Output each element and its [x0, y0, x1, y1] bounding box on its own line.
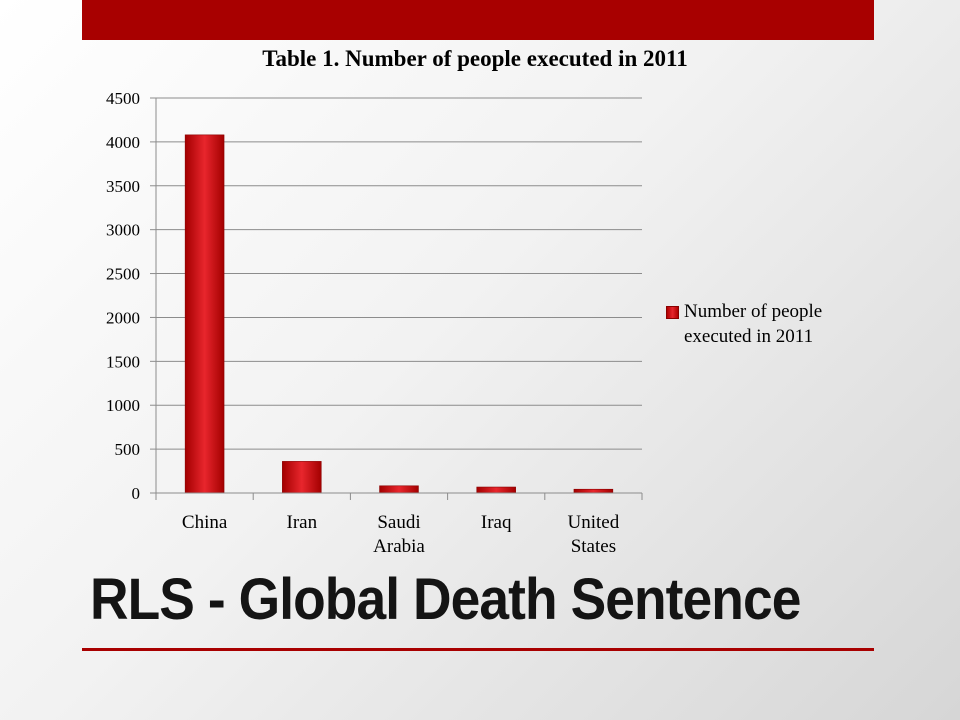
y-tick-label: 2000 [106, 308, 140, 327]
y-tick-label: 1000 [106, 396, 140, 415]
y-tick-label: 500 [115, 440, 141, 459]
x-category-label: China [182, 512, 228, 533]
y-tick-label: 4500 [106, 89, 140, 108]
top-accent-bar [82, 0, 874, 40]
slide-title: RLS - Global Death Sentence [90, 567, 801, 632]
bar-saudi-arabia [379, 485, 419, 494]
bar-iran [282, 461, 322, 494]
x-category-label: United States [568, 512, 620, 557]
x-axis-labels: China Iran Saudi Arabia Iraq United States [182, 512, 620, 557]
legend-label-line-2: executed in 2011 [684, 326, 814, 347]
chart-title: Table 1. Number of people executed in 20… [262, 46, 688, 71]
legend: Number of people executed in 2011 [666, 299, 886, 349]
gridlines [156, 97, 642, 450]
x-category-label: Iraq [481, 512, 512, 533]
bar-united-states [573, 488, 614, 494]
y-axis-ticks: 0 500 1000 1500 2000 2500 3000 3500 4000 4500 [106, 89, 156, 503]
y-tick-label: 1500 [106, 352, 140, 371]
y-tick-label: 0 [132, 484, 141, 503]
x-category-label: Saudi Arabia [373, 512, 425, 557]
y-tick-label: 4000 [106, 133, 140, 152]
y-tick-label: 3500 [106, 177, 140, 196]
y-tick-label: 2500 [106, 265, 140, 284]
bar-iraq [476, 486, 516, 494]
x-category-label: Iran [287, 512, 318, 533]
bottom-accent-line [82, 648, 874, 651]
legend-label-line-1: Number of people [684, 301, 823, 322]
y-tick-label: 3000 [106, 221, 140, 240]
legend-swatch [666, 306, 679, 319]
bars [184, 134, 614, 494]
axes [155, 98, 643, 500]
bar-china [184, 134, 225, 494]
